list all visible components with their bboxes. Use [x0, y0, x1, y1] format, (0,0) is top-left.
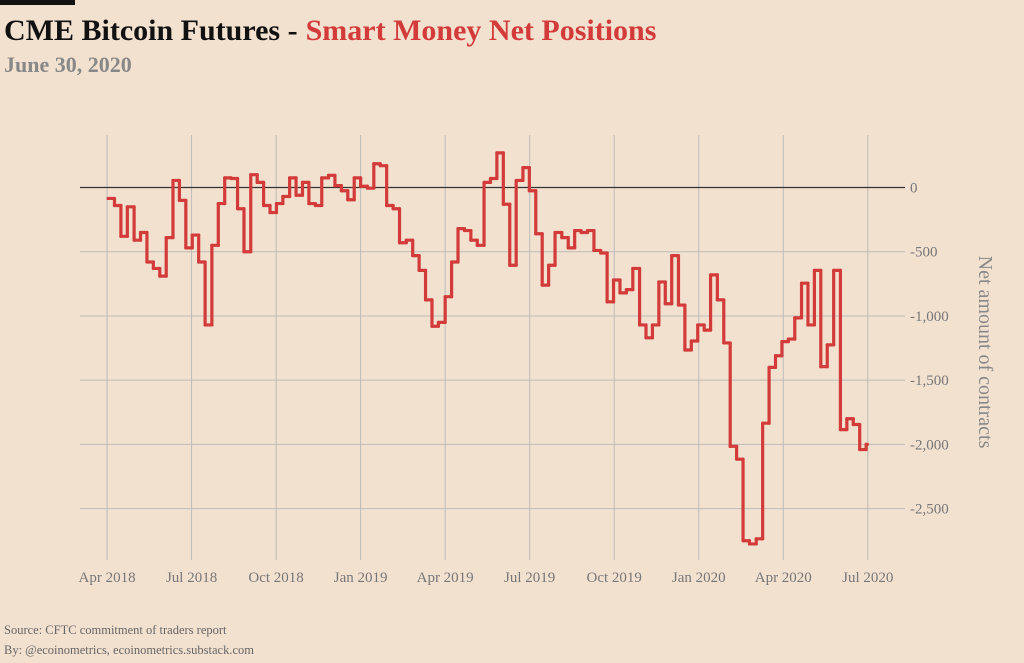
y-tick-label: -1,000 — [910, 309, 949, 325]
x-tick-label: Jul 2020 — [842, 570, 893, 586]
x-tick-label: Jan 2019 — [334, 570, 388, 586]
title-part: Smart Money Net Positions — [306, 14, 657, 47]
top-bar — [0, 0, 75, 5]
x-tick-label: Oct 2018 — [248, 570, 303, 586]
y-tick-label: -2,500 — [910, 502, 949, 518]
x-tick-label: Apr 2018 — [79, 570, 136, 586]
x-tick-label: Jul 2018 — [166, 570, 217, 586]
x-tick-label: Apr 2019 — [417, 570, 474, 586]
y-axis-label: Net amount of contracts — [974, 256, 996, 449]
x-tick-label: Jan 2020 — [672, 570, 726, 586]
x-tick-label: Jul 2019 — [504, 570, 555, 586]
subtitle: June 30, 2020 — [4, 52, 132, 77]
x-tick-label: Oct 2019 — [587, 570, 642, 586]
chart-title: CME Bitcoin Futures - Smart Money Net Pos… — [4, 14, 656, 47]
x-tick-label: Apr 2020 — [755, 570, 812, 586]
y-tick-label: -1,500 — [910, 373, 949, 389]
y-tick-label: -2,000 — [910, 437, 949, 453]
y-tick-label: 0 — [910, 181, 918, 197]
author-note: By: @ecoinometrics, ecoinometrics.substa… — [4, 643, 254, 657]
source-note: Source: CFTC commitment of traders repor… — [4, 623, 227, 637]
title-part: CME Bitcoin Futures - — [4, 14, 298, 47]
y-tick-label: -500 — [910, 245, 938, 261]
plot: Apr 2018 Jul 2018 Oct 2018 Jan 2019 Apr 2019… — [79, 135, 949, 586]
